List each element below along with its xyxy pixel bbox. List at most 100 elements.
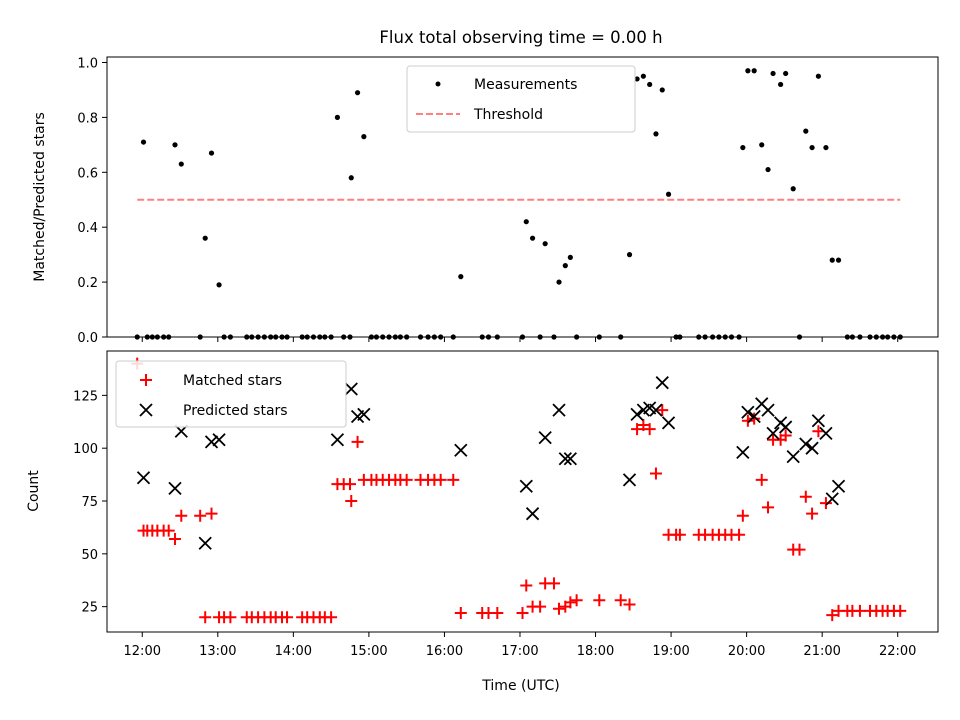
predicted-star-point (655, 376, 669, 390)
x-tick-label: 15:00 (350, 644, 387, 659)
measurement-point (279, 334, 285, 340)
predicted-star-point (761, 403, 775, 417)
measurement-point (835, 257, 842, 263)
matched-star-point (736, 509, 749, 522)
matched-star-point (547, 577, 560, 590)
measurement-point (653, 131, 659, 137)
x-tick-label: 19:00 (652, 644, 689, 659)
measurement-point (450, 334, 456, 340)
measurement-point (273, 334, 279, 340)
measurement-point (380, 334, 386, 340)
measurement-point (334, 114, 341, 120)
measurement-point (494, 334, 500, 340)
matched-star-point (175, 509, 188, 522)
matched-star-point (631, 423, 644, 436)
measurement-point (618, 334, 624, 340)
measurement-point (438, 334, 444, 340)
matched-star-point (819, 497, 832, 510)
measurement-point (221, 334, 227, 340)
matched-star-point (434, 473, 447, 486)
predicted-star-point (538, 430, 552, 445)
measurement-point (710, 334, 716, 340)
measurement-point (166, 334, 172, 340)
matched-star-point (534, 600, 547, 613)
matched-star-point (516, 606, 529, 619)
predicted-star-point (741, 405, 755, 419)
measurement-point (562, 263, 568, 269)
predicted-star-point (831, 479, 846, 493)
measurement-point (529, 235, 536, 241)
top-y-tick-label: 1.0 (77, 56, 98, 71)
measurement-point (244, 334, 250, 340)
matched-star-point (520, 579, 533, 592)
measurement-point (172, 142, 178, 148)
bottom-legend-box (115, 360, 347, 428)
measurement-point (790, 186, 796, 192)
measurement-point (304, 334, 310, 340)
measurement-point (759, 142, 765, 148)
measurement-point (574, 334, 580, 340)
x-axis-label: Time (UTC) (481, 678, 559, 694)
top-y-tick-label: 0.2 (77, 276, 98, 291)
measurement-point (208, 150, 215, 156)
matched-star-point (755, 473, 768, 486)
bottom-panel: 12:00 13:00 14:00 15:00 16:00 17:00 18:00 19:00… (26, 350, 939, 694)
predicted-star-point (819, 426, 833, 441)
measurement-point (891, 334, 897, 340)
measurement-point (844, 334, 850, 340)
measurement-point (696, 334, 702, 340)
measurement-point (216, 282, 222, 288)
matched-star-point (194, 509, 207, 522)
measurement-point (425, 334, 431, 340)
measurement-point (567, 254, 573, 260)
matched-star-point (400, 473, 413, 486)
x-tick-label: 12:00 (124, 644, 161, 659)
matched-star-point (224, 611, 237, 624)
matched-star-point (168, 533, 181, 546)
predicted-star-point (786, 450, 800, 464)
matched-star-point (325, 611, 338, 624)
x-tick-label: 18:00 (577, 644, 614, 659)
top-y-tick-label: 0.0 (77, 331, 98, 346)
legend-threshold-label: Threshold (473, 107, 543, 123)
measurement-point (796, 334, 803, 340)
measurement-point (880, 334, 886, 340)
matched-star-point (748, 412, 761, 425)
matched-star-point (351, 435, 364, 448)
measurement-point (647, 81, 653, 88)
predicted-star-point (344, 382, 358, 396)
top-legend-box (406, 65, 636, 133)
measurement-point (702, 334, 708, 340)
measurement-point (537, 334, 543, 340)
predicted-star-point (552, 403, 566, 417)
measurement-point (665, 191, 672, 197)
measurement-point (551, 334, 557, 340)
predicted-star-point (204, 435, 219, 449)
measurement-point (134, 334, 140, 340)
measurement-point (885, 334, 891, 340)
bottom-plot-frame (106, 350, 939, 633)
measurement-point (765, 166, 771, 173)
predicted-star-point (136, 471, 151, 485)
measurement-point (268, 334, 274, 340)
matched-star-point (637, 418, 650, 431)
x-tick-label: 14:00 (275, 644, 312, 659)
measurement-point (322, 334, 328, 340)
x-tick-label: 13:00 (199, 644, 236, 659)
predicted-star-point (525, 507, 540, 521)
measurement-point (640, 73, 646, 79)
x-tick-label: 16:00 (426, 644, 463, 659)
matched-star-point (491, 606, 504, 619)
matched-star-point (793, 543, 806, 556)
measurement-point (328, 334, 334, 340)
measurement-point (556, 279, 562, 285)
measurement-point (397, 334, 403, 340)
matched-star-point (614, 594, 627, 607)
matched-star-point (447, 473, 460, 486)
measurement-point (373, 334, 380, 340)
matched-star-point (623, 598, 636, 611)
measurement-point (227, 334, 233, 340)
measurement-point (161, 334, 167, 340)
measurement-point (404, 334, 410, 340)
predicted-star-point (661, 416, 676, 430)
